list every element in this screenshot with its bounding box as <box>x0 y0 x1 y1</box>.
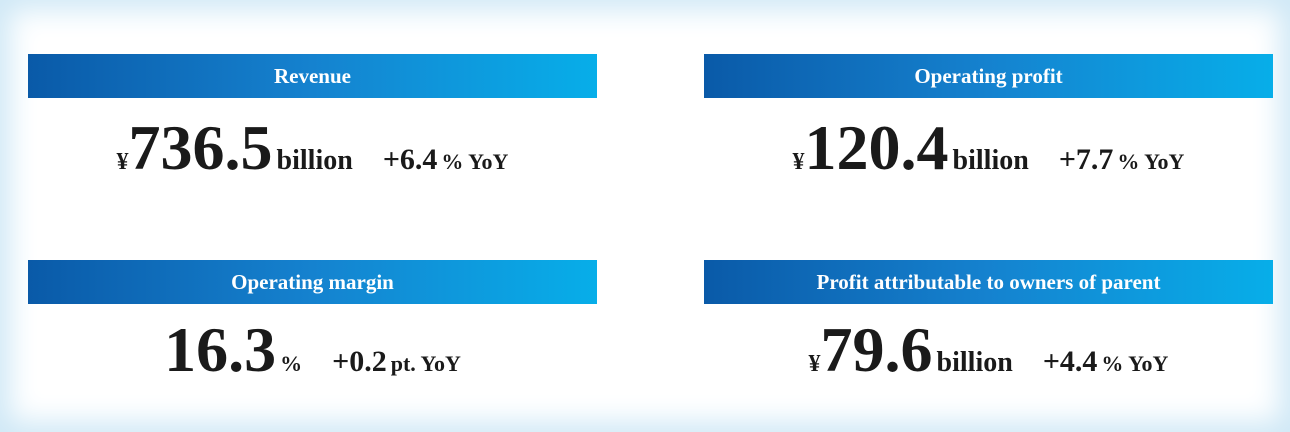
kpi-unit: billion <box>936 347 1013 378</box>
kpi-line: ¥736.5 billion +6.4% YoY <box>28 98 597 198</box>
kpi-unit: billion <box>276 145 353 176</box>
kpi-value: 16.3 <box>164 314 277 385</box>
kpi-title: Revenue <box>28 54 597 98</box>
kpi-change-unit: % YoY <box>1117 149 1185 174</box>
kpi-line: ¥120.4 billion +7.7% YoY <box>704 98 1273 198</box>
kpi-change-unit: % YoY <box>441 149 509 174</box>
kpi-change: +4.4 <box>1042 345 1098 378</box>
kpi-line: 16.3% +0.2 pt. YoY <box>28 304 597 396</box>
kpi-change-unit: pt. YoY <box>390 351 461 376</box>
kpi-value: 79.6 <box>820 314 933 385</box>
kpi-value: 736.5 <box>128 112 273 183</box>
kpi-value: 120.4 <box>804 112 949 183</box>
kpi-card: Profit attributable to owners of parent ¥… <box>704 260 1273 396</box>
kpi-title: Operating margin <box>28 260 597 304</box>
kpi-unit: billion <box>952 145 1029 176</box>
kpi-card: Operating profit ¥120.4 billion +7.7% YoY <box>704 54 1273 198</box>
kpi-change: +6.4 <box>382 143 438 176</box>
kpi-change: +7.7 <box>1058 143 1114 176</box>
kpi-unit: % <box>280 351 303 376</box>
kpi-card: Operating margin 16.3% +0.2 pt. YoY <box>28 260 597 396</box>
kpi-change-unit: % YoY <box>1101 351 1169 376</box>
kpi-line: ¥79.6 billion +4.4% YoY <box>704 304 1273 396</box>
kpi-title: Profit attributable to owners of parent <box>704 260 1273 304</box>
kpi-card: Revenue ¥736.5 billion +6.4% YoY <box>28 54 597 198</box>
kpi-prefix: ¥ <box>792 149 805 175</box>
kpi-title: Operating profit <box>704 54 1273 98</box>
kpi-change: +0.2 <box>332 345 387 378</box>
kpi-prefix: ¥ <box>116 149 129 175</box>
kpi-prefix: ¥ <box>808 351 821 377</box>
